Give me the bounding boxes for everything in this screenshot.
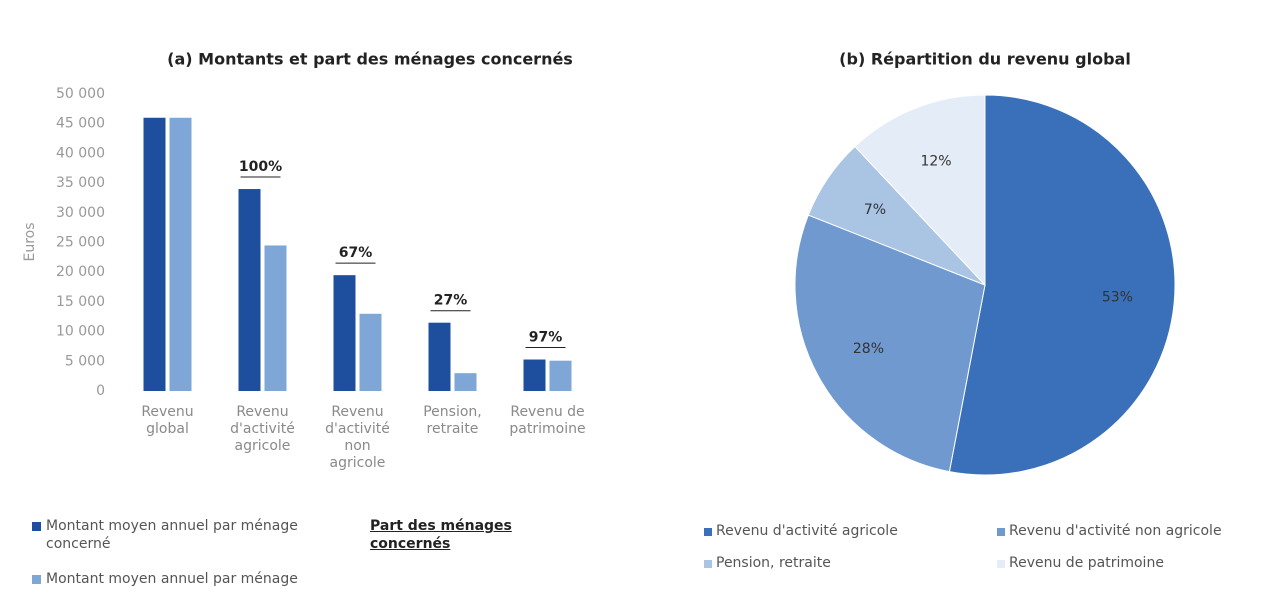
legend-swatch xyxy=(997,560,1005,568)
legend-label: Revenu d'activité non agricole xyxy=(1009,523,1222,539)
y-tick-label: 50 000 xyxy=(56,86,105,102)
legend-label: Montant moyen annuel par ménage xyxy=(46,571,298,587)
legend-label: Montant moyen annuel par ménage concerné xyxy=(46,518,298,552)
bar xyxy=(143,117,166,391)
bar xyxy=(169,117,192,391)
bar xyxy=(264,245,287,391)
y-axis-label: Euros xyxy=(22,222,38,261)
y-tick-label: 25 000 xyxy=(56,235,105,251)
y-tick-label: 30 000 xyxy=(56,205,105,221)
chart-title: (b) Répartition du revenu global xyxy=(839,50,1131,69)
share-label: 97% xyxy=(529,330,563,346)
slice-label: 28% xyxy=(853,341,884,357)
y-tick-label: 5 000 xyxy=(65,353,105,369)
bar xyxy=(238,189,261,391)
y-tick-label: 20 000 xyxy=(56,264,105,280)
legend-swatch xyxy=(704,560,712,568)
x-tick-label: Revenu de patrimoine xyxy=(509,404,586,437)
chart-title: (a) Montants et part des ménages concern… xyxy=(167,50,573,69)
x-tick-label: Revenu d'activité non agricole xyxy=(325,404,390,471)
bar xyxy=(549,360,572,391)
y-tick-label: 0 xyxy=(96,383,105,399)
legend-swatch xyxy=(32,575,41,584)
legend-swatch xyxy=(704,528,712,536)
legend-label: Revenu de patrimoine xyxy=(1009,555,1164,571)
y-tick-label: 45 000 xyxy=(56,116,105,132)
x-tick-label: Pension, retraite xyxy=(423,404,482,437)
slice-label: 7% xyxy=(864,202,886,218)
y-tick-label: 10 000 xyxy=(56,324,105,340)
bar xyxy=(523,359,546,391)
y-tick-label: 35 000 xyxy=(56,175,105,191)
bar xyxy=(428,322,451,391)
legend-swatch xyxy=(997,528,1005,536)
legend-swatch xyxy=(32,522,41,531)
x-tick-label: Revenu global xyxy=(141,404,194,437)
legend-label: Part des ménages concernés xyxy=(370,518,512,552)
legend-label: Revenu d'activité agricole xyxy=(716,523,898,539)
pie-slice xyxy=(854,94,986,287)
pie-slice xyxy=(948,94,1176,476)
bar xyxy=(333,275,356,391)
slice-label: 53% xyxy=(1102,290,1133,306)
bar xyxy=(454,373,477,391)
share-label: 27% xyxy=(434,293,468,309)
slice-label: 12% xyxy=(920,153,951,169)
y-tick-label: 15 000 xyxy=(56,294,105,310)
share-label: 100% xyxy=(239,159,282,175)
y-tick-label: 40 000 xyxy=(56,145,105,161)
pie-slice xyxy=(794,214,986,473)
x-tick-label: Revenu d'activité agricole xyxy=(230,404,295,454)
bar xyxy=(359,313,382,391)
share-label: 67% xyxy=(339,245,373,261)
legend-label: Pension, retraite xyxy=(716,555,831,571)
